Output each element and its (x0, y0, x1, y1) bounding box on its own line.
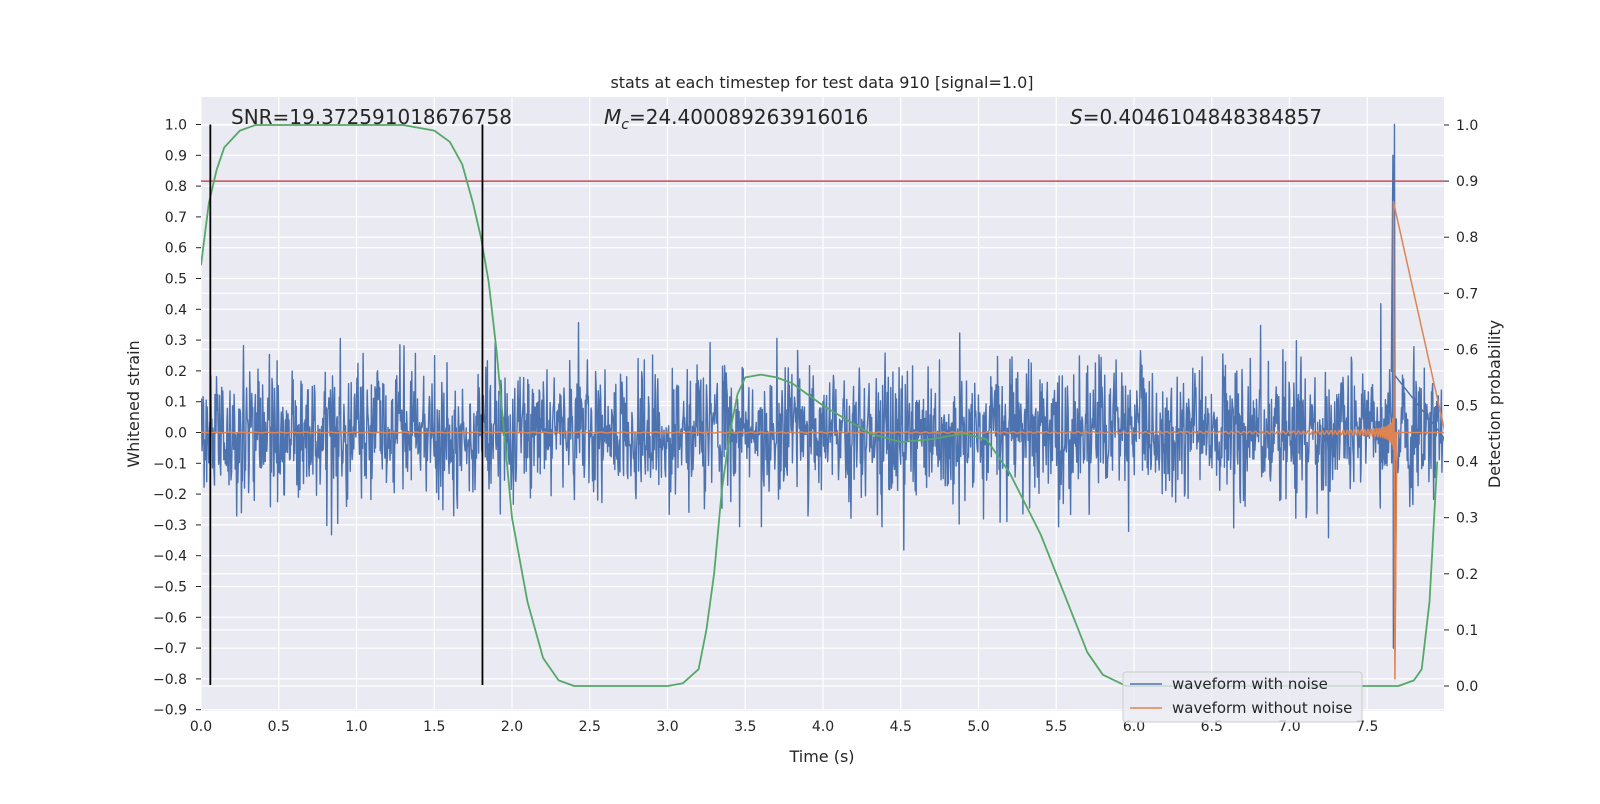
series-noise (201, 123, 1444, 649)
tick-layer: 0.0 0.5 1.0 1.5 2.0 2.5 3.0 3.5 4.0 4.5 5.0 5.5 6.0 6… (153, 118, 1478, 736)
y-tick-label: −0.8 (153, 672, 187, 688)
y2-tick-label: 0.3 (1456, 511, 1478, 527)
x-tick-label: 7.0 (1278, 719, 1300, 735)
x-axis-label: Time (s) (788, 747, 854, 766)
y-tick-label: 0.3 (165, 333, 187, 349)
y-tick-label: 0.9 (165, 148, 187, 164)
x-tick-label: 2.5 (579, 719, 601, 735)
y-axis-label: Whitened strain (124, 340, 143, 467)
y2-tick-label: 0.6 (1456, 342, 1478, 358)
y2-tick-label: 0.9 (1456, 174, 1478, 190)
y2-tick-label: 0.1 (1456, 623, 1478, 639)
legend-box (1122, 671, 1363, 723)
legend: waveform with noise waveform without noi… (1122, 671, 1363, 723)
s-annotation: S=0.4046104848384857 (1070, 105, 1322, 129)
s-symbol: S (1070, 105, 1083, 129)
x-tick-label: 6.0 (1123, 719, 1145, 735)
x-tick-label: 5.5 (1045, 719, 1067, 735)
y-tick-label: −0.3 (153, 518, 187, 534)
mc-annotation: Mc=24.400089263916016 (604, 105, 868, 133)
overlay-layer (201, 124, 1444, 687)
x-tick-label: 3.5 (734, 719, 756, 735)
y-tick-label: 0.5 (165, 272, 187, 288)
series-clean (201, 200, 1444, 680)
legend-label-noise: waveform with noise (1172, 675, 1328, 693)
x-tick-label: 3.0 (656, 719, 678, 735)
mc-value: =24.400089263916016 (629, 105, 868, 129)
y-tick-label: 0.2 (165, 364, 187, 380)
data-layer (201, 123, 1444, 680)
y2-tick-label: 0.0 (1456, 679, 1478, 695)
y-tick-label: −0.5 (153, 580, 187, 596)
x-tick-label: 2.0 (501, 719, 523, 735)
y-tick-label: 0.6 (165, 241, 187, 257)
legend-label-clean: waveform without noise (1172, 699, 1352, 717)
y-tick-label: −0.2 (153, 487, 187, 503)
x-tick-label: 6.5 (1201, 719, 1223, 735)
y-tick-label: 0.0 (165, 426, 187, 442)
y2-tick-label: 0.5 (1456, 399, 1478, 415)
x-tick-label: 1.0 (345, 719, 367, 735)
x-tick-label: 0.0 (190, 719, 212, 735)
mc-symbol: M (604, 105, 621, 129)
x-tick-label: 4.5 (890, 719, 912, 735)
y-tick-label: −0.9 (153, 703, 187, 719)
x-tick-label: 1.5 (423, 719, 445, 735)
y-tick-label: 0.7 (165, 210, 187, 226)
s-value: =0.4046104848384857 (1083, 105, 1322, 129)
y-tick-label: 0.8 (165, 179, 187, 195)
y-tick-label: 1.0 (165, 118, 187, 134)
y-tick-label: −0.7 (153, 641, 187, 657)
x-tick-label: 4.0 (812, 719, 834, 735)
x-tick-label: 0.5 (268, 719, 290, 735)
y-tick-label: −0.1 (153, 456, 187, 472)
mc-subscript: c (621, 117, 629, 133)
detection-probability-line (201, 124, 1439, 687)
y-tick-label: −0.4 (153, 549, 187, 565)
y2-tick-label: 0.4 (1456, 455, 1478, 471)
snr-annotation: SNR=19.372591018676758 (231, 105, 512, 129)
y2-axis-label: Detection probability (1485, 320, 1504, 488)
y2-tick-label: 0.2 (1456, 567, 1478, 583)
x-tick-label: 5.0 (967, 719, 989, 735)
y-tick-label: 0.1 (165, 395, 187, 411)
y2-tick-label: 0.7 (1456, 286, 1478, 302)
chart-title: stats at each timestep for test data 910… (610, 73, 1033, 92)
y-tick-label: −0.6 (153, 610, 187, 626)
x-tick-label: 7.5 (1356, 719, 1378, 735)
y2-tick-label: 0.8 (1456, 230, 1478, 246)
y-tick-label: 0.4 (165, 302, 187, 318)
y2-tick-label: 1.0 (1456, 118, 1478, 134)
